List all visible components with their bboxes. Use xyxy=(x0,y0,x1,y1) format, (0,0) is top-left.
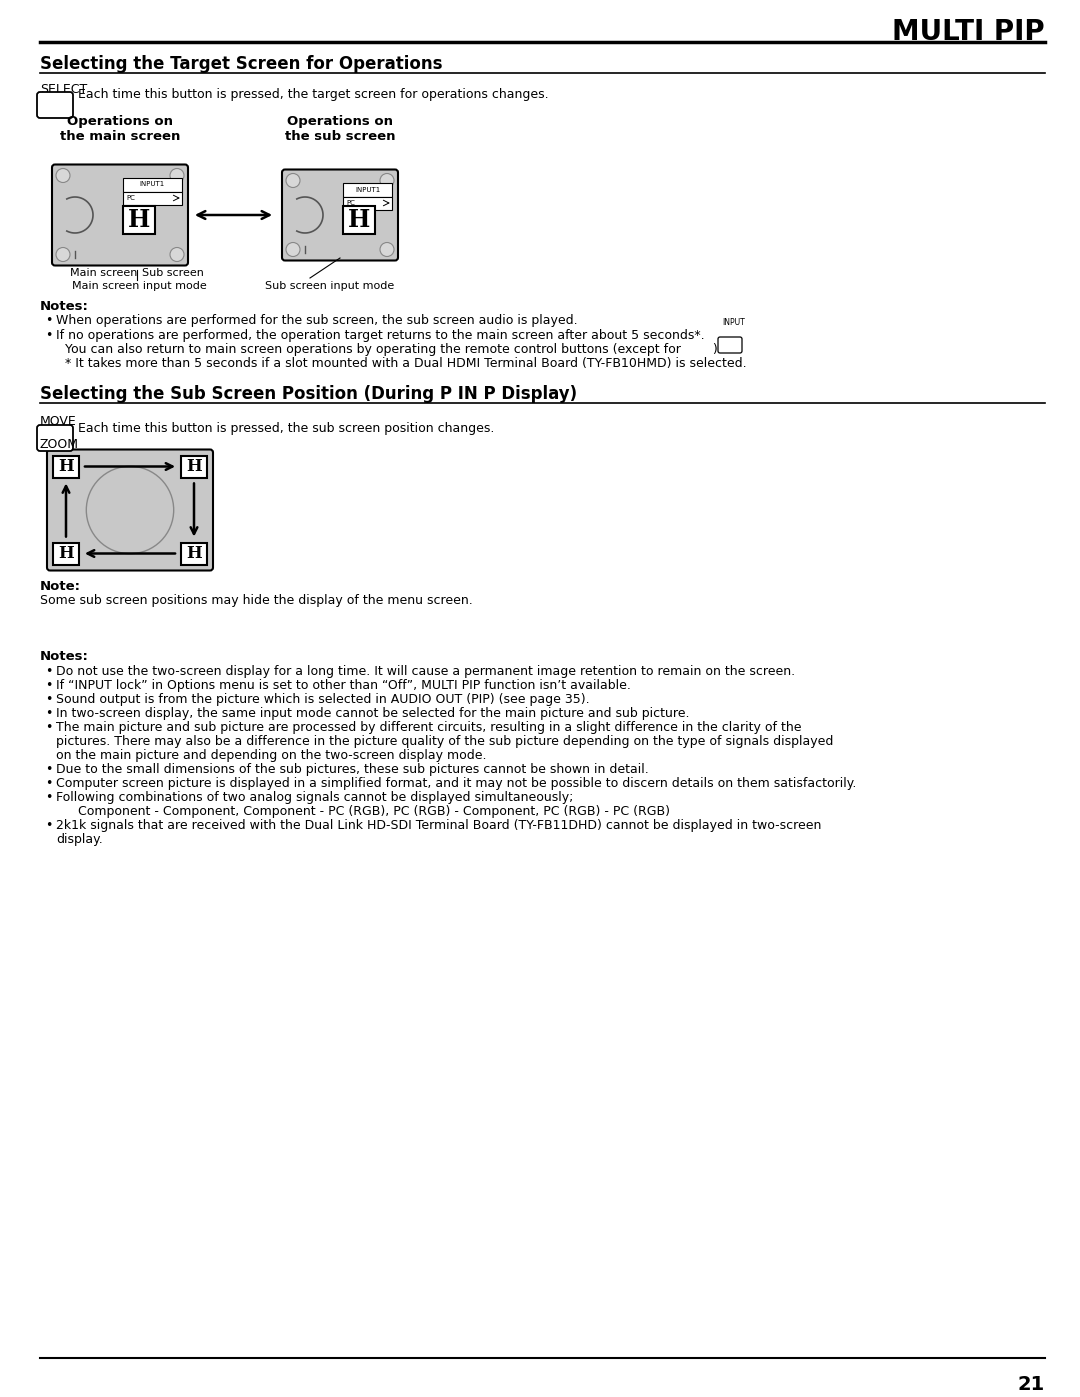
Text: Main screen input mode: Main screen input mode xyxy=(72,281,206,291)
FancyBboxPatch shape xyxy=(53,542,79,564)
Text: •: • xyxy=(45,679,52,692)
Text: pictures. There may also be a difference in the picture quality of the sub pictu: pictures. There may also be a difference… xyxy=(56,735,834,747)
FancyBboxPatch shape xyxy=(181,542,207,564)
Text: Following combinations of two analog signals cannot be displayed simultaneously;: Following combinations of two analog sig… xyxy=(56,791,573,805)
Text: Each time this button is pressed, the target screen for operations changes.: Each time this button is pressed, the ta… xyxy=(78,88,549,101)
FancyBboxPatch shape xyxy=(37,92,73,117)
Text: •: • xyxy=(45,665,52,678)
Text: INPUT: INPUT xyxy=(723,319,745,327)
Text: PC: PC xyxy=(346,200,355,205)
Text: •: • xyxy=(45,314,52,327)
FancyBboxPatch shape xyxy=(52,165,188,265)
Text: H: H xyxy=(348,208,370,232)
Text: •: • xyxy=(45,721,52,733)
Text: INPUT1: INPUT1 xyxy=(140,182,165,187)
Text: Operations on
the main screen: Operations on the main screen xyxy=(59,115,180,142)
Text: Notes:: Notes: xyxy=(40,650,89,664)
Text: Sub screen: Sub screen xyxy=(141,268,204,278)
Text: PC: PC xyxy=(126,196,135,201)
FancyBboxPatch shape xyxy=(53,455,79,478)
Text: •: • xyxy=(45,693,52,705)
FancyBboxPatch shape xyxy=(343,205,375,235)
Text: H: H xyxy=(127,208,150,232)
Text: Some sub screen positions may hide the display of the menu screen.: Some sub screen positions may hide the d… xyxy=(40,594,473,608)
Circle shape xyxy=(56,247,70,261)
Circle shape xyxy=(380,173,394,187)
Text: Due to the small dimensions of the sub pictures, these sub pictures cannot be sh: Due to the small dimensions of the sub p… xyxy=(56,763,649,775)
Circle shape xyxy=(286,243,300,257)
Text: MOVE: MOVE xyxy=(40,415,77,427)
Text: Selecting the Target Screen for Operations: Selecting the Target Screen for Operatio… xyxy=(40,54,443,73)
Text: SELECT: SELECT xyxy=(40,82,87,96)
Circle shape xyxy=(380,243,394,257)
Text: •: • xyxy=(45,707,52,719)
Circle shape xyxy=(170,247,184,261)
Text: The main picture and sub picture are processed by different circuits, resulting : The main picture and sub picture are pro… xyxy=(56,721,801,733)
Circle shape xyxy=(170,169,184,183)
Text: display.: display. xyxy=(56,833,103,847)
Text: •: • xyxy=(45,777,52,789)
FancyBboxPatch shape xyxy=(343,197,392,210)
Text: •: • xyxy=(45,330,52,342)
Text: Component - Component, Component - PC (RGB), PC (RGB) - Component, PC (RGB) - PC: Component - Component, Component - PC (R… xyxy=(66,805,670,819)
Text: MULTI PIP: MULTI PIP xyxy=(892,18,1045,46)
Text: •: • xyxy=(45,819,52,833)
FancyBboxPatch shape xyxy=(48,450,213,570)
Text: When operations are performed for the sub screen, the sub screen audio is played: When operations are performed for the su… xyxy=(56,314,578,327)
FancyBboxPatch shape xyxy=(123,205,156,235)
Circle shape xyxy=(286,173,300,187)
Text: Computer screen picture is displayed in a simplified format, and it may not be p: Computer screen picture is displayed in … xyxy=(56,777,856,789)
Text: ZOOM: ZOOM xyxy=(40,439,79,451)
Text: Main screen: Main screen xyxy=(70,268,137,278)
FancyBboxPatch shape xyxy=(37,425,73,451)
Text: Sub screen input mode: Sub screen input mode xyxy=(265,281,394,291)
Text: Sound output is from the picture which is selected in AUDIO OUT (PIP) (see page : Sound output is from the picture which i… xyxy=(56,693,590,705)
Text: •: • xyxy=(45,763,52,775)
Circle shape xyxy=(86,467,174,553)
FancyBboxPatch shape xyxy=(181,455,207,478)
FancyBboxPatch shape xyxy=(282,169,399,260)
Text: If “INPUT lock” in Options menu is set to other than “Off”, MULTI PIP function i: If “INPUT lock” in Options menu is set t… xyxy=(56,679,631,692)
Text: H: H xyxy=(186,458,202,475)
Text: You can also return to main screen operations by operating the remote control bu: You can also return to main screen opera… xyxy=(65,344,721,356)
Text: Selecting the Sub Screen Position (During P IN P Display): Selecting the Sub Screen Position (Durin… xyxy=(40,386,577,402)
Text: Operations on
the sub screen: Operations on the sub screen xyxy=(285,115,395,142)
Text: 2k1k signals that are received with the Dual Link HD-SDI Terminal Board (TY-FB11: 2k1k signals that are received with the … xyxy=(56,819,822,833)
Text: H: H xyxy=(58,458,73,475)
Text: If no operations are performed, the operation target returns to the main screen : If no operations are performed, the oper… xyxy=(56,330,704,342)
Text: Each time this button is pressed, the sub screen position changes.: Each time this button is pressed, the su… xyxy=(78,422,495,434)
Text: * It takes more than 5 seconds if a slot mounted with a Dual HDMI Terminal Board: * It takes more than 5 seconds if a slot… xyxy=(65,358,746,370)
FancyBboxPatch shape xyxy=(123,191,183,204)
Text: H: H xyxy=(186,545,202,562)
Text: In two-screen display, the same input mode cannot be selected for the main pictu: In two-screen display, the same input mo… xyxy=(56,707,689,719)
FancyBboxPatch shape xyxy=(123,177,183,191)
Text: Note:: Note: xyxy=(40,580,81,592)
Text: on the main picture and depending on the two-screen display mode.: on the main picture and depending on the… xyxy=(56,749,486,761)
Text: 21: 21 xyxy=(1017,1375,1045,1394)
FancyBboxPatch shape xyxy=(718,337,742,353)
Text: Do not use the two-screen display for a long time. It will cause a permanent ima: Do not use the two-screen display for a … xyxy=(56,665,795,678)
Text: H: H xyxy=(58,545,73,562)
Circle shape xyxy=(56,169,70,183)
Text: •: • xyxy=(45,791,52,805)
Text: INPUT1: INPUT1 xyxy=(355,187,380,193)
Text: Notes:: Notes: xyxy=(40,300,89,313)
FancyBboxPatch shape xyxy=(343,183,392,197)
